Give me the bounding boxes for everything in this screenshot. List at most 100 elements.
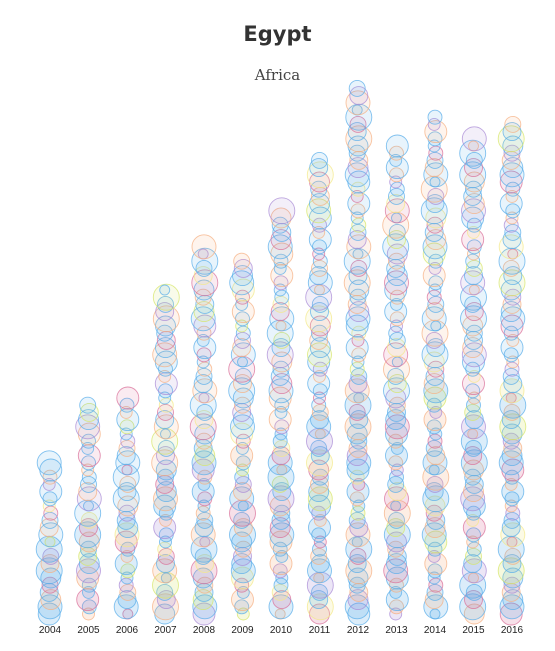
bubble-2012 (347, 230, 367, 250)
bubble-2013 (384, 270, 409, 296)
bubble-2009 (230, 414, 255, 440)
bubble-2016 (502, 157, 524, 179)
bubble-2007 (159, 284, 171, 296)
bubble-2016 (503, 403, 521, 421)
bubble-2008 (196, 403, 214, 421)
x-tick-label: 2006 (116, 625, 139, 636)
bubble-2004 (39, 518, 59, 538)
x-tick-label: 2013 (385, 625, 408, 636)
bubble-2012 (348, 79, 366, 97)
bubbles-layer (35, 79, 527, 626)
bubble-2009 (229, 521, 256, 549)
bubble-2015 (463, 554, 483, 574)
bubble-2011 (309, 337, 331, 359)
bubble-2005 (78, 409, 99, 431)
bubble-2011 (309, 590, 329, 610)
bubble-2007 (152, 342, 178, 368)
bubble-2005 (75, 414, 101, 440)
x-tick-label: 2012 (347, 625, 370, 636)
bubble-2015 (460, 305, 487, 333)
bubble-2013 (387, 367, 405, 385)
bubble-2012 (349, 410, 369, 430)
bubble-2005 (79, 518, 98, 538)
bubble-2008 (191, 234, 217, 260)
bubble-2012 (348, 403, 366, 421)
bubble-2008 (195, 554, 215, 574)
bubble-2004 (36, 450, 62, 476)
bubble-2016 (501, 445, 523, 467)
bubble-2009 (231, 553, 253, 575)
bubble-2016 (497, 125, 525, 153)
x-tick-label: 2005 (77, 625, 100, 636)
bubble-2005 (79, 402, 99, 422)
bubble-2006 (116, 446, 136, 466)
bubble-2014 (425, 302, 445, 322)
x-tick-label: 2009 (231, 625, 254, 636)
bubble-2004 (40, 554, 60, 574)
bubble-2015 (464, 302, 484, 322)
bubble-2010 (269, 517, 291, 539)
bubble-2013 (388, 511, 405, 529)
bubble-2011 (306, 593, 334, 621)
bubble-2006 (115, 450, 141, 476)
bubble-2014 (424, 590, 444, 610)
bubble-2008 (191, 450, 217, 476)
bubble-2010 (271, 446, 291, 466)
bubble-2016 (504, 115, 522, 133)
bubble-2008 (194, 410, 214, 430)
bubble-2011 (311, 295, 329, 313)
bubble-2005 (78, 553, 100, 575)
bubble-2014 (424, 158, 444, 178)
bubble-2016 (499, 162, 525, 188)
bubble-2011 (306, 414, 332, 440)
bubble-2013 (383, 521, 411, 549)
bubble-2006 (113, 594, 139, 620)
bubble-2011 (309, 266, 329, 286)
bubble-2015 (463, 481, 484, 503)
bubble-2014 (422, 450, 448, 476)
bubble-2015 (464, 410, 484, 430)
bubble-2016 (498, 234, 524, 260)
x-tick-label: 2014 (424, 625, 447, 636)
x-tick-label: 2015 (462, 625, 485, 636)
bubble-2012 (348, 374, 368, 394)
bubble-2009 (229, 486, 255, 512)
bubble-2008 (195, 259, 213, 277)
bubble-2011 (306, 449, 333, 477)
bubble-2016 (500, 301, 522, 323)
bubble-2014 (421, 306, 447, 332)
bubble-2015 (461, 558, 487, 584)
bubble-2007 (152, 305, 180, 333)
bubble-2012 (344, 162, 370, 188)
bubble-2006 (119, 475, 137, 493)
bubble-2015 (459, 161, 487, 189)
bubble-2011 (310, 302, 329, 322)
x-tick-label: 2004 (39, 625, 62, 636)
bubble-2008 (189, 413, 217, 441)
bubble-2016 (499, 378, 525, 404)
bubble-2005 (76, 486, 102, 512)
bubble-2009 (232, 338, 252, 358)
bubble-2006 (117, 590, 137, 610)
bubble-2012 (346, 445, 368, 467)
bubble-2010 (267, 485, 295, 513)
bubble-2006 (117, 517, 139, 539)
bubble-2011 (310, 554, 330, 574)
bubble-2013 (383, 558, 409, 584)
bubble-2004 (37, 594, 63, 620)
bubble-2004 (42, 547, 60, 565)
bubble-2009 (233, 252, 251, 270)
bubble-2012 (343, 269, 371, 297)
bubble-2014 (425, 331, 443, 349)
bubble-2016 (498, 450, 524, 476)
bubble-2016 (502, 259, 520, 277)
bubble-2012 (347, 157, 369, 179)
bubble-2009 (232, 409, 254, 431)
bubble-2013 (384, 198, 410, 224)
x-tick-label: 2010 (270, 625, 293, 636)
bubble-2013 (386, 265, 408, 287)
bubble-2012 (347, 554, 367, 574)
bubble-2012 (346, 450, 372, 476)
bubble-2011 (307, 270, 333, 296)
bubble-2014 (426, 338, 446, 358)
